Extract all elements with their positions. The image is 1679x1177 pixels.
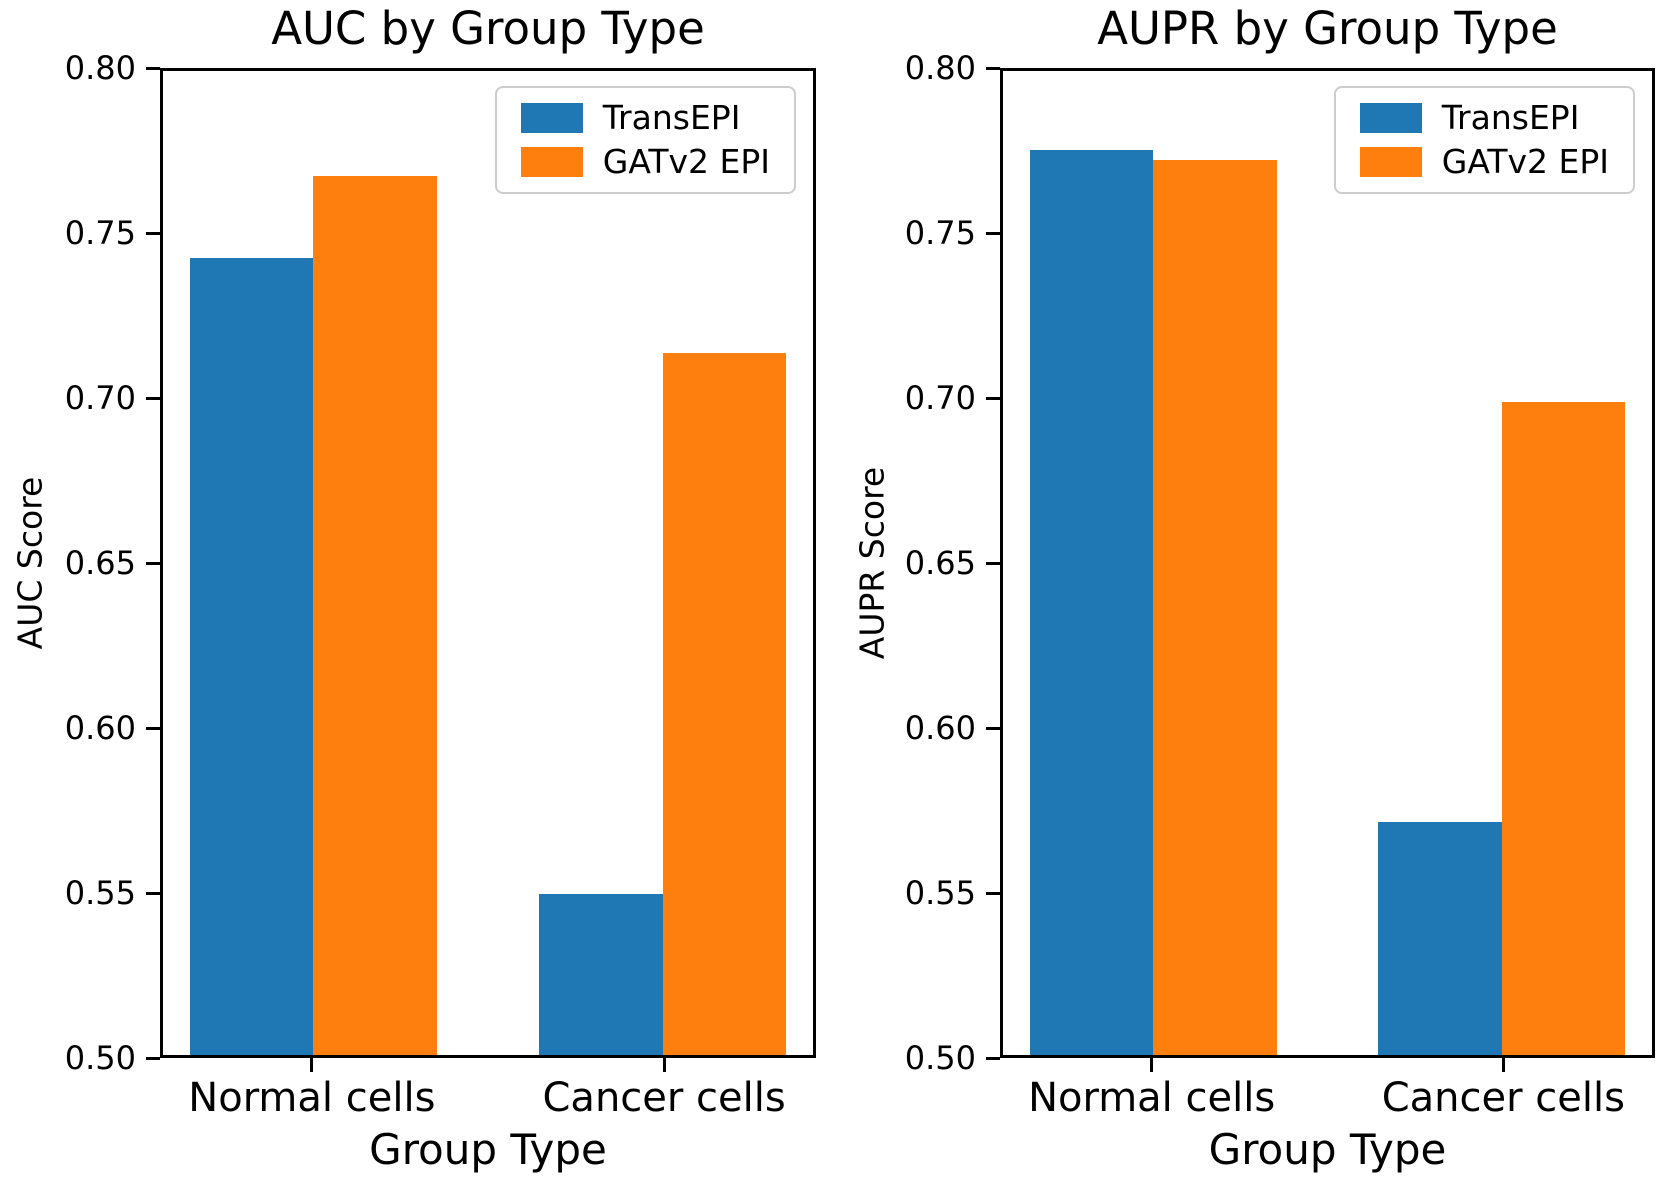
plot-area: TransEPI GATv2 EPI [160, 68, 816, 1058]
chart-panel-auc: AUC by Group Type AUC Score TransEPI GATv… [11, 2, 816, 1174]
legend-label: GATv2 EPI [1441, 142, 1609, 181]
x-axis-label: Group Type [1208, 1125, 1447, 1174]
y-tick-label: 0.55 [904, 874, 976, 912]
bar-gatv2-epi-cancer-cells [662, 353, 787, 1055]
y-tick-label: 0.65 [64, 544, 136, 582]
legend-entry: GATv2 EPI [1359, 142, 1609, 181]
legend-label: TransEPI [1441, 98, 1580, 137]
legend-entry: TransEPI [1359, 98, 1609, 137]
legend-entry: GATv2 EPI [520, 142, 770, 181]
legend-swatch-transepi [520, 103, 583, 133]
bar-gatv2-epi-cancer-cells [1501, 402, 1626, 1055]
y-tick-label: 0.75 [64, 214, 136, 252]
y-tick-mark [146, 561, 160, 565]
x-tick-mark [1150, 1058, 1154, 1072]
y-tick-label: 0.70 [904, 379, 976, 417]
y-tick-label: 0.60 [904, 709, 976, 747]
chart-panel-aupr: AUPR by Group Type AUPR Score TransEPI GA… [845, 0, 1679, 1177]
legend: TransEPI GATv2 EPI [494, 86, 796, 194]
legend-swatch-transepi [1359, 103, 1422, 133]
bar-gatv2-epi-normal-cells [313, 175, 438, 1055]
y-tick-mark [986, 396, 1000, 400]
x-tick-mark [1501, 1058, 1505, 1072]
legend-entry: TransEPI [520, 98, 770, 137]
legend: TransEPI GATv2 EPI [1333, 86, 1635, 194]
bar-transepi-normal-cells [189, 257, 314, 1055]
y-tick-mark [986, 231, 1000, 235]
y-tick-label: 0.50 [64, 1039, 136, 1077]
legend-swatch-gatv2-epi [520, 147, 583, 177]
y-tick-label: 0.50 [904, 1039, 976, 1077]
plot-area: TransEPI GATv2 EPI [1000, 68, 1655, 1058]
y-tick-mark [986, 1056, 1000, 1060]
y-tick-mark [986, 891, 1000, 895]
x-tick-mark [310, 1058, 314, 1072]
y-tick-label: 0.75 [904, 214, 976, 252]
y-tick-mark [986, 66, 1000, 70]
y-tick-mark [146, 231, 160, 235]
y-tick-mark [986, 561, 1000, 565]
y-tick-label: 0.70 [64, 379, 136, 417]
x-axis-label: Group Type [369, 1125, 607, 1174]
y-tick-mark [146, 66, 160, 70]
y-tick-mark [146, 726, 160, 730]
y-tick-mark [146, 396, 160, 400]
y-tick-mark [146, 891, 160, 895]
legend-label: TransEPI [602, 98, 741, 137]
chart-title: AUPR by Group Type [1097, 2, 1558, 55]
x-tick-label: Cancer cells [542, 1075, 786, 1121]
bar-gatv2-epi-normal-cells [1153, 159, 1277, 1055]
bar-transepi-normal-cells [1029, 149, 1154, 1055]
bar-transepi-cancer-cells [1378, 822, 1502, 1055]
y-tick-mark [986, 726, 1000, 730]
x-tick-label: Normal cells [188, 1075, 436, 1121]
y-tick-mark [146, 1056, 160, 1060]
y-tick-label: 0.80 [904, 49, 976, 87]
x-tick-mark [662, 1058, 666, 1072]
y-tick-label: 0.65 [904, 544, 976, 582]
legend-label: GATv2 EPI [602, 142, 770, 181]
x-tick-label: Normal cells [1028, 1075, 1276, 1121]
y-tick-label: 0.80 [64, 49, 136, 87]
x-tick-label: Cancer cells [1381, 1075, 1625, 1121]
y-tick-label: 0.60 [64, 709, 136, 747]
bar-transepi-cancer-cells [538, 894, 663, 1055]
y-tick-label: 0.55 [64, 874, 136, 912]
legend-swatch-gatv2-epi [1359, 147, 1422, 177]
chart-title: AUC by Group Type [271, 2, 705, 55]
